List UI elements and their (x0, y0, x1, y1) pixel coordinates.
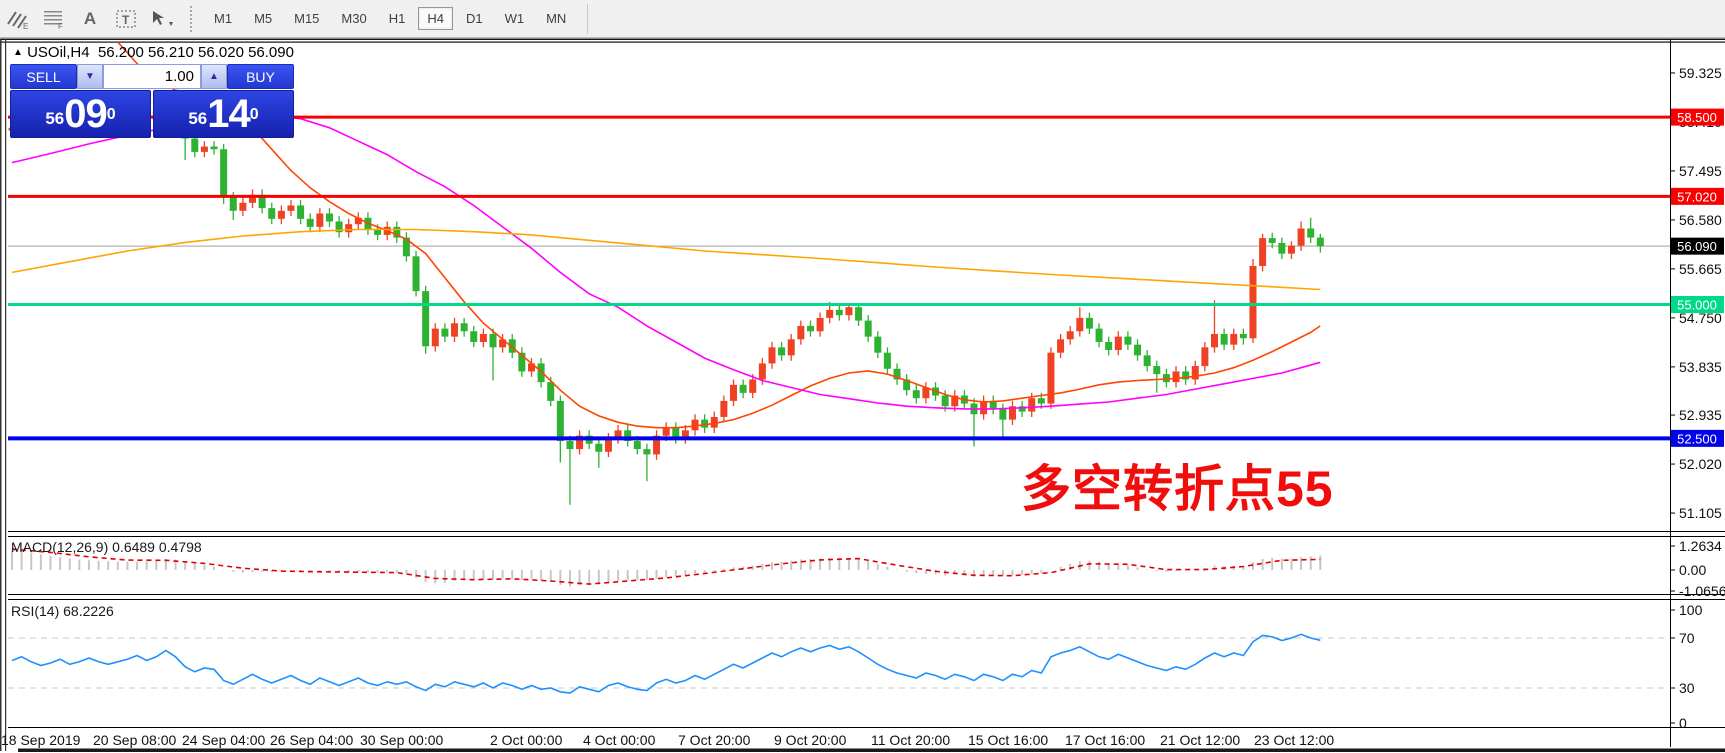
date-tick-label: 26 Sep 04:00 (270, 732, 354, 748)
rsi-line (11, 633, 1321, 694)
svg-text:E: E (23, 22, 28, 30)
tf-button-h4-active[interactable]: H4 (418, 7, 453, 30)
candles-layer (8, 91, 1324, 505)
price-tick-label: 54.750 (1679, 310, 1722, 326)
date-tick-label: 18 Sep 2019 (1, 732, 81, 748)
rsi-tick-label: 70 (1679, 630, 1695, 646)
cursor-mode-icon[interactable] (147, 5, 177, 33)
toolbar-divider (587, 3, 589, 34)
price-axis[interactable]: 59.32558.41057.49556.58055.66554.75053.8… (1670, 65, 1724, 521)
date-tick-label: 7 Oct 20:00 (678, 732, 751, 748)
date-tick-label: 24 Sep 04:00 (182, 732, 266, 748)
fibonacci-grid-icon[interactable]: F (39, 5, 69, 33)
price-tick-label: 52.935 (1679, 407, 1722, 423)
ma-slow-orange (11, 228, 1321, 291)
price-tick-label: 51.105 (1679, 505, 1722, 521)
date-axis[interactable]: 18 Sep 2019 20 Sep 08:00 24 Sep 04:00 26 Se… (1, 732, 1334, 748)
tf-button-w1[interactable]: W1 (504, 11, 525, 26)
toolbar-separator (190, 5, 195, 32)
one-click-trade-panel: SELL ▼ 1.00 ▲ BUY 56 09 0 56 14 0 (10, 64, 294, 138)
buy-price-main: 14 (207, 92, 250, 136)
sell-price-main: 09 (64, 92, 107, 136)
date-tick-label: 2 Oct 00:00 (490, 732, 563, 748)
ma-mid-magenta (11, 114, 1321, 410)
rsi-tick-label: 100 (1679, 602, 1703, 618)
volume-increase-button[interactable]: ▲ (201, 64, 227, 89)
date-tick-label: 9 Oct 20:00 (774, 732, 847, 748)
tf-button-m30[interactable]: M30 (341, 11, 367, 26)
macd-tick-label: -1.0656 (1679, 583, 1725, 599)
rsi-tick-label: 0 (1679, 715, 1687, 731)
price-badge-label: 55.000 (1677, 298, 1717, 313)
rsi-panel[interactable]: 100 70 30 0 (8, 602, 1703, 731)
tf-button-m5[interactable]: M5 (254, 11, 273, 26)
macd-panel[interactable]: 1.2634 0.00 -1.0656 (11, 538, 1725, 599)
price-badge-label: 58.500 (1677, 110, 1717, 125)
chart-title: ▲ USOil,H4 56.200 56.210 56.020 56.090 (13, 44, 294, 61)
date-tick-label: 30 Sep 00:00 (360, 732, 444, 748)
price-badge-label: 57.020 (1677, 189, 1717, 204)
price-tick-label: 53.835 (1679, 359, 1722, 375)
price-badge-56.090 (1671, 237, 1724, 255)
svg-text:T: T (122, 13, 130, 27)
sell-price-display[interactable]: 56 09 0 (10, 90, 151, 138)
price-tick-label: 52.020 (1679, 456, 1722, 472)
ma-fast-orangered (117, 41, 1321, 429)
tf-button-h1[interactable]: H1 (388, 11, 406, 26)
chart-text-annotation[interactable]: 多空转折点55 (1021, 461, 1334, 517)
sell-price-prefix: 56 (45, 109, 65, 128)
macd-signal-line (11, 548, 1321, 585)
chart-symbol-timeframe: USOil,H4 (27, 44, 90, 61)
buy-price-display[interactable]: 56 14 0 (153, 90, 294, 138)
price-badge-55.000 (1671, 296, 1724, 314)
date-tick-label: 23 Oct 12:00 (1254, 732, 1334, 748)
buy-price-superscript: 0 (249, 106, 259, 123)
price-tick-label: 57.495 (1679, 163, 1722, 179)
window-frame (0, 38, 1725, 752)
price-badge-label: 56.090 (1677, 239, 1717, 254)
tf-button-m15[interactable]: M15 (294, 11, 320, 26)
collapse-arrow-icon[interactable]: ▲ (13, 47, 23, 58)
rsi-indicator-label: RSI(14) 68.2226 (11, 603, 114, 619)
date-tick-label: 17 Oct 16:00 (1065, 732, 1145, 748)
tf-button-mn[interactable]: MN (546, 11, 567, 26)
indicators-icon[interactable]: E (3, 5, 33, 33)
date-tick-label: 21 Oct 12:00 (1160, 732, 1240, 748)
chart-ohlc-quotes: 56.200 56.210 56.020 56.090 (97, 44, 294, 61)
text-label-icon[interactable]: A (83, 8, 97, 28)
price-tick-label: 59.325 (1679, 65, 1722, 81)
price-tick-label: 56.580 (1679, 212, 1722, 228)
buy-price-prefix: 56 (188, 109, 208, 128)
price-badge-52.500 (1671, 429, 1724, 447)
sell-price-superscript: 0 (106, 106, 116, 123)
volume-decrease-button[interactable]: ▼ (77, 64, 103, 89)
macd-tick-label: 0.00 (1679, 562, 1706, 578)
date-tick-label: 20 Sep 08:00 (93, 732, 177, 748)
text-box-icon[interactable]: T (111, 5, 141, 33)
rsi-tick-label: 30 (1679, 680, 1695, 696)
tf-button-m1[interactable]: M1 (214, 11, 233, 26)
macd-indicator-label: MACD(12,26,9) 0.6489 0.4798 (11, 539, 202, 555)
price-badge-label: 52.500 (1677, 431, 1717, 446)
price-tick-label: 55.665 (1679, 261, 1722, 277)
date-tick-label: 4 Oct 00:00 (583, 732, 656, 748)
date-tick-label: 11 Oct 20:00 (871, 732, 950, 748)
svg-text:F: F (58, 22, 63, 30)
price-badge-57.020 (1671, 187, 1724, 205)
volume-input[interactable]: 1.00 (103, 64, 201, 89)
price-badge-58.500 (1671, 108, 1724, 126)
macd-tick-label: 1.2634 (1679, 538, 1722, 554)
sell-button[interactable]: SELL (10, 64, 77, 89)
top-toolbar: E F A T M1 M5 M15 M30 H1 H4 D1 W1 MN (0, 0, 1725, 38)
buy-button[interactable]: BUY (227, 64, 294, 89)
date-tick-label: 15 Oct 16:00 (968, 732, 1048, 748)
tf-button-d1[interactable]: D1 (465, 11, 483, 26)
